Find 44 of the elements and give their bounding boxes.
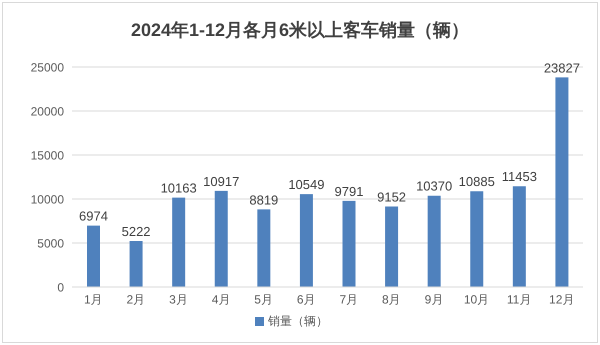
x-tick-label: 4月 bbox=[212, 292, 230, 307]
bar bbox=[470, 191, 484, 287]
data-label: 10917 bbox=[203, 174, 240, 189]
data-label: 8819 bbox=[249, 192, 278, 208]
data-label: 10549 bbox=[288, 177, 324, 192]
bar bbox=[555, 77, 568, 287]
data-label: 10370 bbox=[416, 178, 452, 194]
bar bbox=[300, 194, 313, 287]
bar bbox=[385, 206, 398, 287]
bar bbox=[512, 186, 526, 287]
x-tick-label: 12月 bbox=[549, 292, 574, 307]
bar bbox=[87, 226, 100, 287]
x-tick-label: 6月 bbox=[296, 292, 316, 307]
x-tick-label: 8月 bbox=[382, 292, 401, 307]
y-tick-label: 25000 bbox=[30, 60, 64, 74]
x-tick-label: 9月 bbox=[424, 292, 444, 307]
y-tick-label: 5000 bbox=[37, 236, 64, 250]
y-tick-label: 20000 bbox=[30, 104, 64, 118]
data-label: 10885 bbox=[458, 174, 495, 190]
bar bbox=[130, 241, 143, 287]
bar bbox=[257, 209, 270, 287]
x-tick-label: 11月 bbox=[506, 292, 532, 307]
data-label: 5222 bbox=[122, 224, 151, 240]
x-tick-label: 1月 bbox=[84, 292, 103, 307]
bar bbox=[172, 198, 186, 287]
data-label: 11453 bbox=[502, 169, 537, 184]
data-label: 9791 bbox=[334, 184, 364, 199]
bar bbox=[342, 200, 356, 287]
data-label: 6974 bbox=[79, 208, 108, 224]
y-tick-label: 10000 bbox=[30, 192, 64, 206]
legend-label: 销量（辆） bbox=[268, 314, 328, 328]
x-tick-label: 10月 bbox=[464, 292, 490, 307]
x-tick-label: 7月 bbox=[339, 292, 358, 307]
y-tick-label: 0 bbox=[57, 280, 64, 294]
x-tick-label: 2月 bbox=[126, 292, 146, 307]
chart-title: 2024年1-12月各月6米以上客车销量（辆） bbox=[130, 19, 470, 42]
bar bbox=[214, 190, 228, 287]
data-label: 23827 bbox=[544, 60, 580, 76]
x-tick-label: 3月 bbox=[169, 292, 188, 307]
y-tick-label: 15000 bbox=[30, 148, 64, 162]
x-tick-label: 5月 bbox=[254, 292, 273, 307]
data-label: 10163 bbox=[160, 180, 197, 196]
data-label: 9152 bbox=[377, 189, 406, 204]
bar bbox=[428, 196, 441, 287]
